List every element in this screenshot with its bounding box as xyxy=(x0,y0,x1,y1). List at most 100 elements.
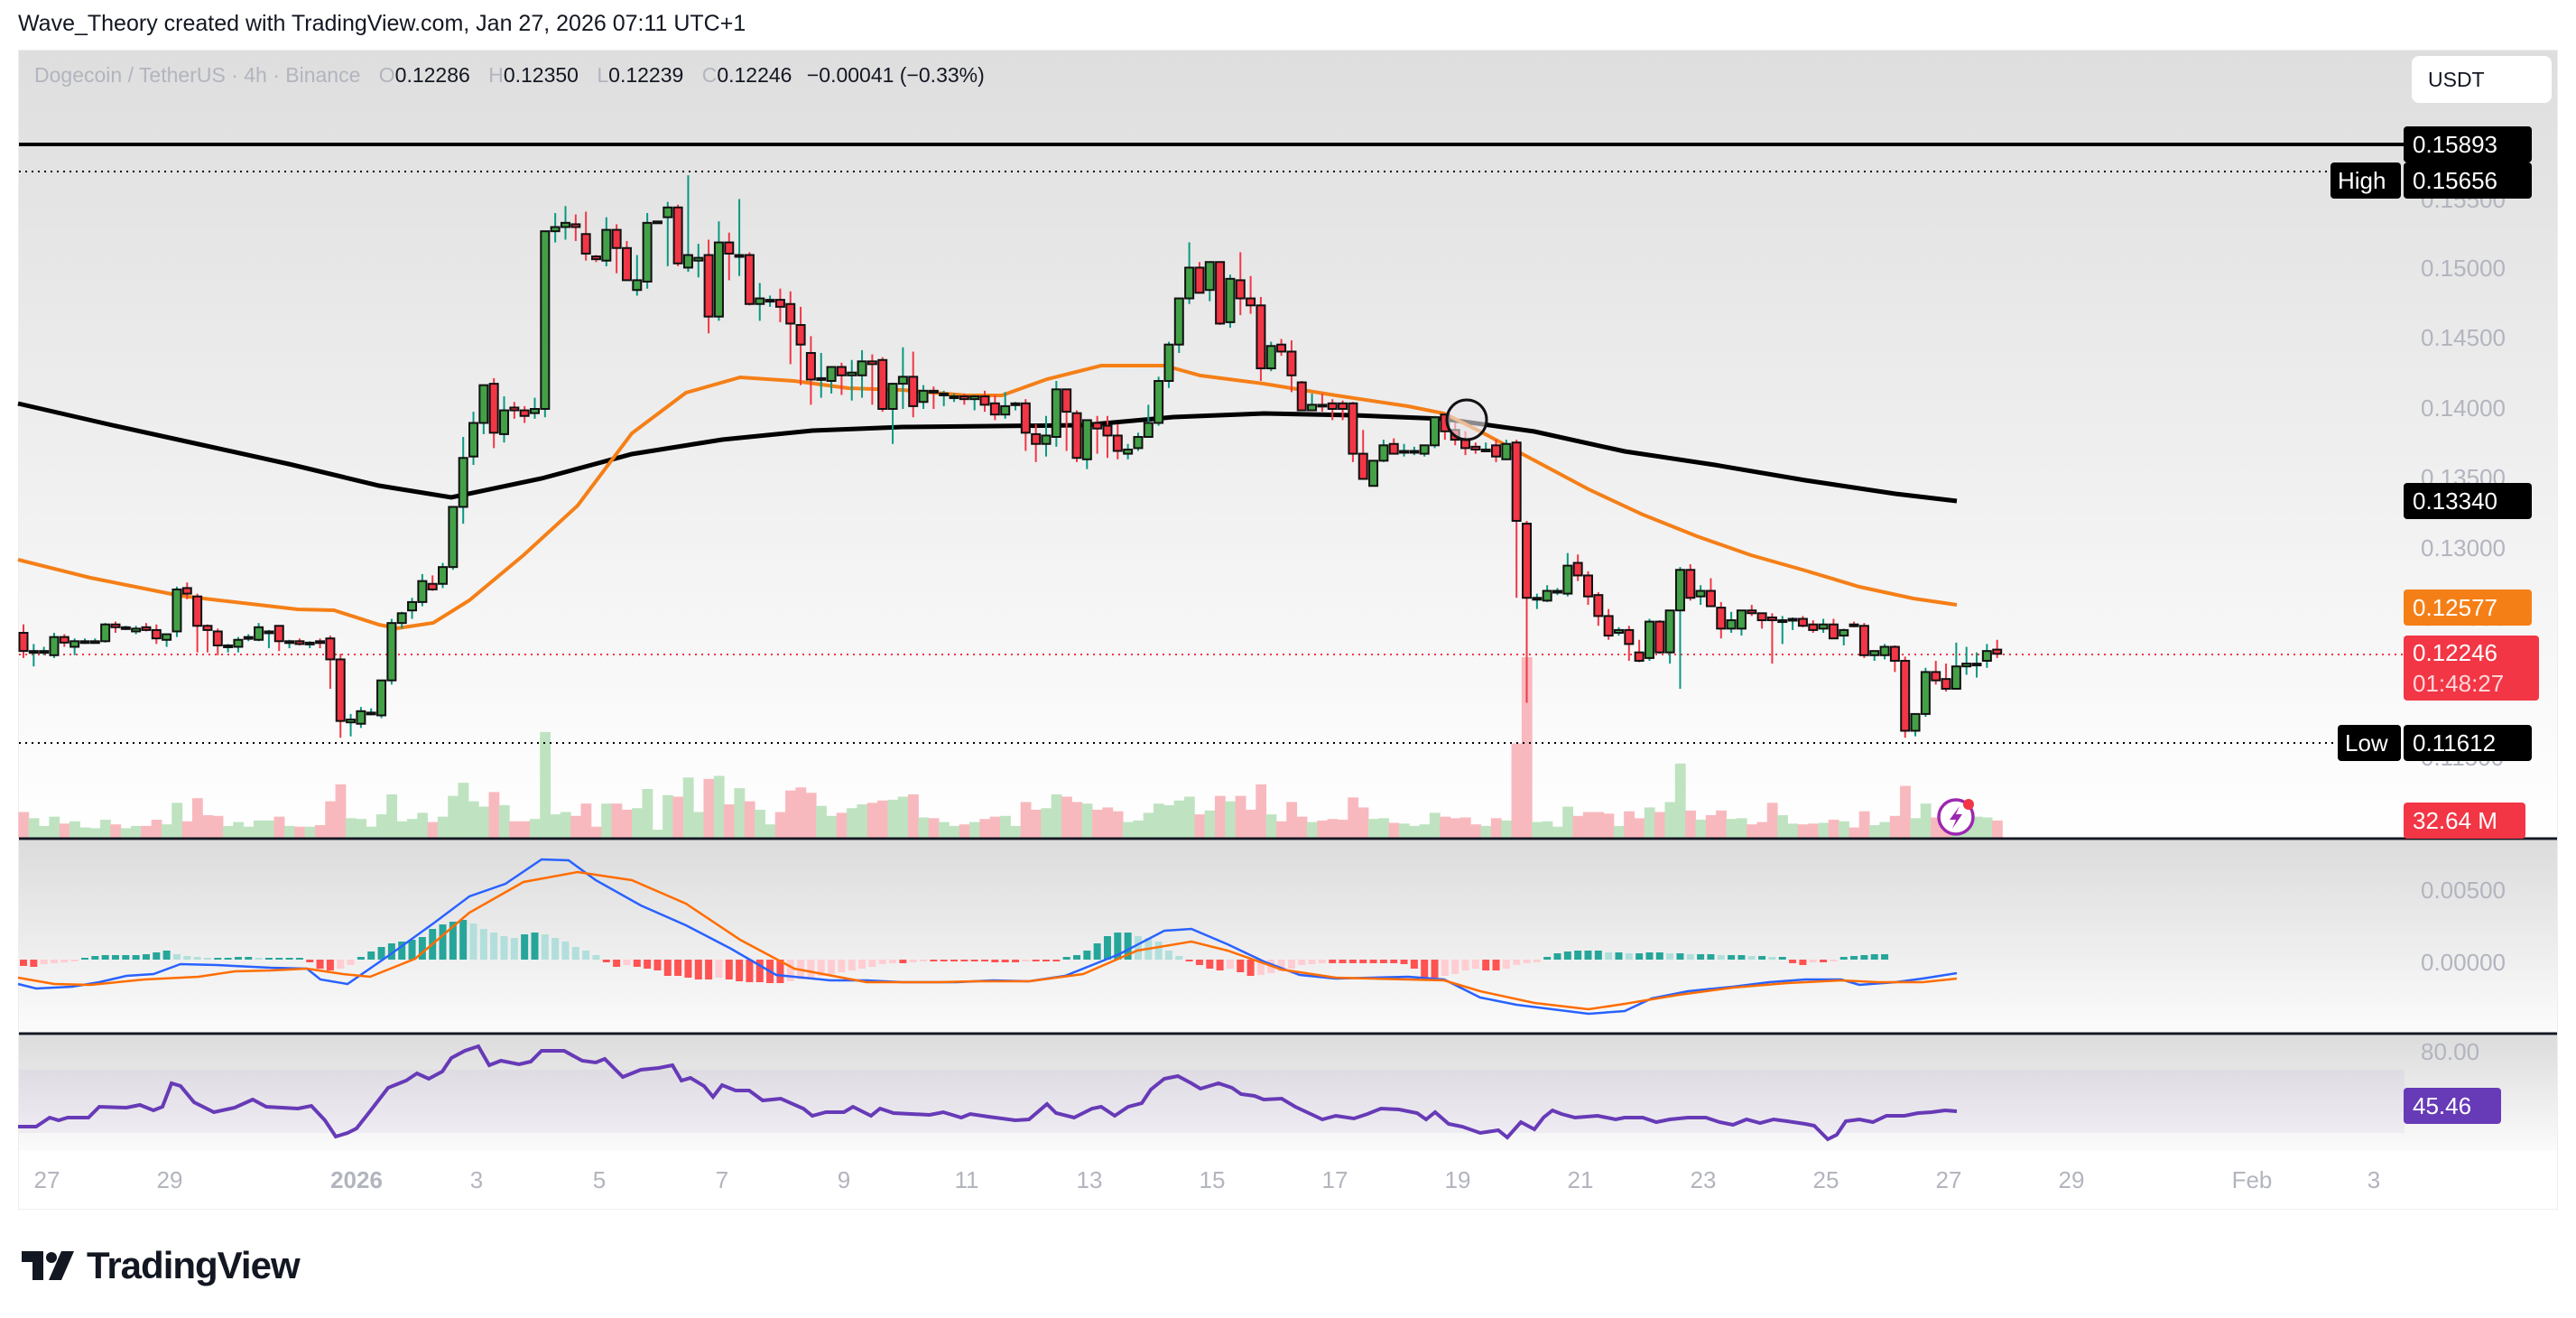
candle-body xyxy=(1010,402,1021,406)
volume-bar xyxy=(1736,818,1747,838)
time-tick: 5 xyxy=(592,1166,607,1193)
macd-histogram-bar xyxy=(521,934,529,960)
macd-histogram-bar xyxy=(1277,960,1285,971)
volume-alert-icon[interactable] xyxy=(1937,798,1975,836)
candle-body xyxy=(509,406,520,412)
candle-body xyxy=(1399,450,1410,454)
volume-bar xyxy=(764,824,776,838)
candle-body xyxy=(1971,663,1982,667)
candle-body xyxy=(734,254,745,258)
volume-bar xyxy=(181,821,193,838)
candle-body xyxy=(151,628,162,640)
candle-body xyxy=(887,383,898,411)
volume-bar xyxy=(488,792,500,838)
candle-body xyxy=(162,633,172,641)
candle-body xyxy=(1839,628,1849,637)
candle-body xyxy=(1235,279,1246,300)
volume-bar xyxy=(1041,808,1052,838)
macd-histogram-bar xyxy=(214,958,222,960)
macd-histogram-bar xyxy=(418,937,426,960)
ma200-line xyxy=(17,401,1958,504)
rsi-pane-bg xyxy=(19,1035,2557,1151)
candle-body xyxy=(1480,448,1491,452)
candle-body xyxy=(1869,650,1880,656)
candle-body xyxy=(1051,388,1061,438)
candle-body xyxy=(693,256,704,262)
macd-histogram-bar xyxy=(142,954,150,960)
volume-bar xyxy=(1419,824,1431,838)
volume-bar xyxy=(243,826,255,838)
currency-button[interactable]: USDT xyxy=(2412,56,2552,103)
candle-body xyxy=(1265,345,1276,370)
macd-histogram-bar xyxy=(909,960,917,962)
candle-body xyxy=(877,358,888,410)
macd-histogram-bar xyxy=(1533,960,1541,962)
candle-body xyxy=(1133,436,1144,450)
macd-histogram-bar xyxy=(807,960,815,978)
candle-body xyxy=(1981,650,1992,663)
candle-body xyxy=(1357,452,1368,480)
macd-histogram-bar xyxy=(1237,960,1245,972)
macd-histogram-bar xyxy=(172,954,181,960)
candle-body xyxy=(1961,663,1972,668)
macd-histogram-bar xyxy=(1471,960,1479,969)
volume-bar xyxy=(1122,821,1134,838)
time-tick: 27 xyxy=(1935,1166,1962,1193)
volume-bar xyxy=(713,775,725,838)
volume-bar xyxy=(1194,814,1206,838)
tradingview-logo[interactable]: TradingView xyxy=(22,1244,301,1287)
macd-histogram-bar xyxy=(1482,960,1490,970)
candle-body xyxy=(212,630,223,646)
volume-bar xyxy=(191,798,203,838)
ma50-price-label: 0.12577 xyxy=(2404,589,2532,626)
candle-body xyxy=(1368,459,1379,487)
macd-histogram-bar xyxy=(490,933,498,960)
macd-histogram-bar xyxy=(1707,954,1715,960)
macd-histogram-bar xyxy=(245,957,253,960)
candle-body xyxy=(1879,645,1890,656)
candle-body xyxy=(1511,441,1522,523)
volume-bar xyxy=(1133,820,1144,838)
candle-body xyxy=(590,255,601,261)
macd-histogram-bar xyxy=(408,940,416,960)
candle-body xyxy=(79,640,90,645)
volume-bar xyxy=(386,794,398,838)
macd-histogram-bar xyxy=(1206,960,1214,969)
volume-bar xyxy=(1051,794,1062,838)
volume-bar xyxy=(99,820,111,838)
candle-body xyxy=(1020,402,1031,434)
macd-histogram-bar xyxy=(1431,960,1439,978)
candle-body xyxy=(1931,671,1941,682)
volume-bar xyxy=(1593,812,1604,838)
volume-bar xyxy=(1532,821,1543,838)
volume-bar xyxy=(724,804,735,838)
candle-body xyxy=(69,640,80,648)
macd-histogram-bar xyxy=(357,957,365,960)
volume-bar xyxy=(918,817,930,838)
macd-histogram-bar xyxy=(1594,951,1602,960)
macd-histogram-bar xyxy=(387,943,395,960)
candle-body xyxy=(1889,645,1900,662)
price-tick: 0.13000 xyxy=(2421,534,2506,562)
macd-histogram-bar xyxy=(786,960,794,981)
candle-body xyxy=(1705,589,1716,608)
macd-histogram-bar xyxy=(111,955,119,960)
macd-histogram-bar xyxy=(868,960,876,967)
macd-histogram-bar xyxy=(736,960,744,981)
chart-credit: Wave_Theory created with TradingView.com… xyxy=(18,11,746,36)
volume-bar xyxy=(1920,803,1932,838)
macd-histogram-bar xyxy=(469,924,477,960)
volume-bar xyxy=(294,826,306,838)
candle-body xyxy=(346,719,357,724)
volume-bar xyxy=(375,814,387,838)
candle-body xyxy=(755,297,765,305)
price-tick: 0.00000 xyxy=(2421,949,2506,976)
macd-histogram-bar xyxy=(398,942,406,960)
volume-bar xyxy=(744,801,755,838)
volume-bar xyxy=(1265,814,1277,838)
time-tick: 29 xyxy=(156,1166,183,1193)
volume-bar xyxy=(703,778,715,838)
candle-body xyxy=(836,366,847,376)
volume-bar xyxy=(866,803,878,838)
